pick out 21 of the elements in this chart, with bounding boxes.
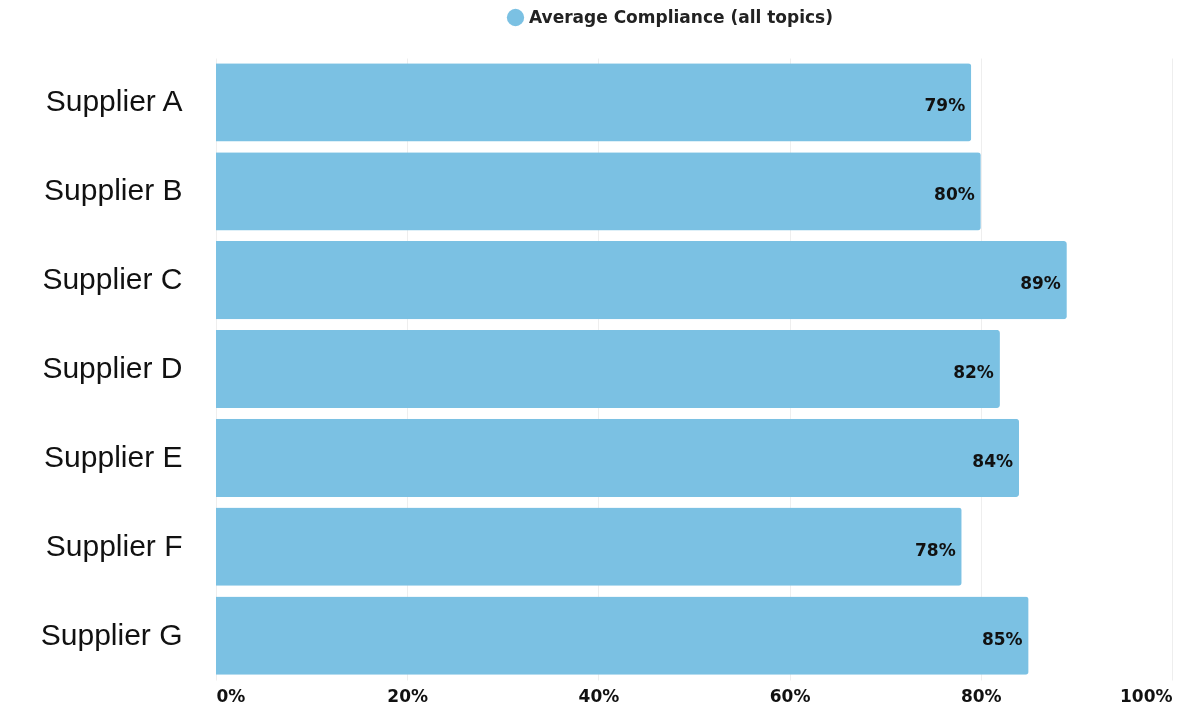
- x-tick-label: 40%: [578, 685, 620, 706]
- y-tick-label: Supplier F: [45, 528, 183, 562]
- y-tick-label: Supplier B: [44, 173, 183, 207]
- text: 85%: [981, 628, 1023, 649]
- text: 82%: [953, 362, 994, 382]
- x-tick-label: 60%: [769, 685, 811, 706]
- y-tick-label: Supplier C: [42, 262, 183, 296]
- text: 80%: [934, 184, 975, 205]
- x-tick-label: 100%: [1119, 685, 1173, 706]
- text: 79%: [924, 95, 966, 116]
- x-tick-label: 20%: [387, 685, 429, 706]
- y-tick-label: Supplier D: [42, 351, 183, 384]
- legend-label: Average Compliance (all topics): [529, 6, 834, 27]
- y-tick-label: Supplier E: [44, 439, 183, 473]
- x-tick-label: 80%: [960, 685, 1002, 706]
- text: 84%: [972, 450, 1014, 471]
- text: 78%: [914, 539, 956, 560]
- y-tick-label: Supplier A: [45, 84, 183, 118]
- text: 89%: [1020, 273, 1061, 294]
- y-tick-label: Supplier G: [40, 617, 183, 651]
- x-tick-label: 0%: [216, 685, 246, 706]
